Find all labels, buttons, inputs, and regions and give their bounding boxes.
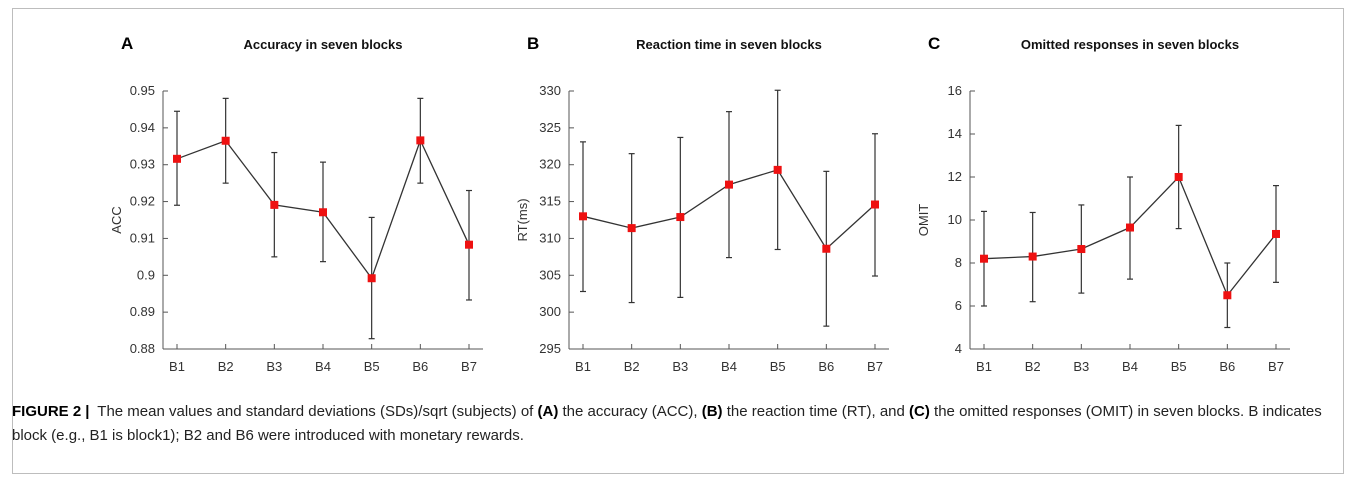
y-tick-label: 330 xyxy=(539,83,561,98)
data-point xyxy=(319,208,327,217)
y-tick-label: 0.94 xyxy=(130,120,155,135)
x-tick-label: B1 xyxy=(575,359,591,374)
data-point xyxy=(822,244,831,253)
y-tick-label: 6 xyxy=(955,298,962,313)
y-tick-label: 14 xyxy=(948,126,962,141)
data-point xyxy=(1028,252,1037,261)
x-tick-label: B2 xyxy=(1025,359,1041,374)
data-point xyxy=(270,200,279,209)
x-tick-label: B4 xyxy=(1122,359,1138,374)
data-point xyxy=(1077,245,1086,254)
caption-text-4: the omitted responses (OMIT) in seven bl… xyxy=(12,403,1322,444)
x-tick-label: B7 xyxy=(461,359,477,374)
x-tick-label: B3 xyxy=(266,359,282,374)
data-point xyxy=(871,200,879,209)
y-tick-label: 0.95 xyxy=(130,83,155,98)
x-tick-label: B7 xyxy=(1268,359,1284,374)
y-tick-label: 10 xyxy=(948,212,962,227)
data-point xyxy=(725,180,733,189)
y-tick-label: 305 xyxy=(539,267,561,282)
y-axis-label: RT(ms) xyxy=(515,198,530,241)
data-point xyxy=(676,213,685,222)
panel-letter: A xyxy=(121,34,133,53)
x-tick-label: B2 xyxy=(624,359,640,374)
x-tick-label: B3 xyxy=(672,359,688,374)
data-point xyxy=(1126,223,1134,232)
panel-a: A Accuracy in seven blocks 0.88 0.89 0.9 0.91… xyxy=(103,29,523,399)
figure-label: FIGURE 2 xyxy=(12,403,82,420)
caption-text-3: the reaction time (RT), and xyxy=(726,403,905,420)
caption-label-b: (B) xyxy=(701,403,723,420)
x-tick-label: B7 xyxy=(867,359,883,374)
y-tick-label: 0.92 xyxy=(130,194,155,209)
data-point xyxy=(579,212,587,221)
data-point xyxy=(1223,291,1232,300)
y-tick-label: 8 xyxy=(955,255,962,270)
chart-title: Accuracy in seven blocks xyxy=(244,37,403,52)
y-tick-label: 16 xyxy=(948,83,962,98)
x-tick-label: B1 xyxy=(976,359,992,374)
y-tick-label: 4 xyxy=(955,341,962,356)
figure-frame: A Accuracy in seven blocks 0.88 0.89 0.9 0.91… xyxy=(12,8,1344,474)
y-tick-label: 325 xyxy=(539,120,561,135)
chart-omitted-responses: C Omitted responses in seven blocks 4 6 8 10 1… xyxy=(916,34,1290,374)
data-point xyxy=(627,224,636,233)
y-tick-label: 0.9 xyxy=(137,267,155,282)
data-point xyxy=(1272,229,1280,238)
figure-caption: FIGURE 2 | The mean values and standard d… xyxy=(12,400,1332,448)
x-tick-label: B5 xyxy=(364,359,380,374)
panel-b: B Reaction time in seven blocks 295 300 305 3… xyxy=(509,29,929,399)
chart-reaction-time: B Reaction time in seven blocks 295 300 305 3… xyxy=(515,34,889,374)
x-tick-label: B6 xyxy=(412,359,428,374)
y-tick-label: 0.91 xyxy=(130,230,155,245)
y-axis-label: OMIT xyxy=(916,204,931,237)
data-point xyxy=(773,165,782,174)
data-point xyxy=(173,154,181,163)
caption-text-1: The mean values and standard deviations … xyxy=(97,403,534,420)
y-tick-label: 320 xyxy=(539,157,561,172)
x-tick-label: B5 xyxy=(1171,359,1187,374)
panel-letter: C xyxy=(928,34,940,53)
y-axis-label: ACC xyxy=(109,206,124,233)
caption-text-2: the accuracy (ACC), xyxy=(562,403,698,420)
y-tick-label: 295 xyxy=(539,341,561,356)
x-tick-label: B1 xyxy=(169,359,185,374)
x-tick-label: B5 xyxy=(770,359,786,374)
x-tick-label: B4 xyxy=(721,359,737,374)
y-tick-label: 315 xyxy=(539,194,561,209)
x-tick-label: B4 xyxy=(315,359,331,374)
y-tick-label: 0.88 xyxy=(130,341,155,356)
chart-accuracy: A Accuracy in seven blocks 0.88 0.89 0.9 0.91… xyxy=(109,34,483,374)
data-point xyxy=(980,254,988,263)
caption-label-c: (C) xyxy=(909,403,930,420)
panel-c: C Omitted responses in seven blocks 4 6 8 10 1… xyxy=(910,29,1330,399)
y-tick-label: 310 xyxy=(539,230,561,245)
data-point xyxy=(416,136,425,145)
y-tick-label: 12 xyxy=(948,169,962,184)
y-tick-label: 0.93 xyxy=(130,157,155,172)
y-tick-label: 300 xyxy=(539,304,561,319)
x-tick-label: B2 xyxy=(218,359,234,374)
x-tick-label: B6 xyxy=(818,359,834,374)
caption-separator: | xyxy=(85,403,90,420)
x-tick-label: B3 xyxy=(1073,359,1089,374)
caption-label-a: (A) xyxy=(537,403,559,420)
chart-title: Reaction time in seven blocks xyxy=(636,37,822,52)
x-tick-label: B6 xyxy=(1219,359,1235,374)
data-point xyxy=(465,240,473,249)
data-point xyxy=(1174,173,1183,181)
y-tick-label: 0.89 xyxy=(130,304,155,319)
data-point xyxy=(221,136,230,145)
chart-title: Omitted responses in seven blocks xyxy=(1021,37,1239,52)
data-point xyxy=(367,274,376,283)
panel-letter: B xyxy=(527,34,539,53)
